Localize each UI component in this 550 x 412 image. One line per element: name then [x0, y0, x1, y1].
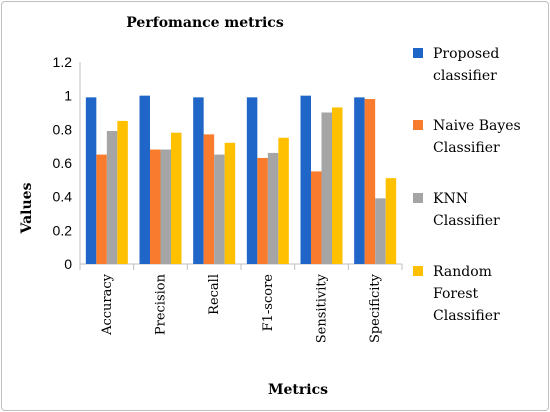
bar — [375, 198, 386, 264]
bar — [96, 154, 107, 264]
bar — [385, 178, 397, 264]
y-tick-label: 0 — [64, 256, 72, 272]
bar — [117, 120, 128, 265]
chart-title: Perfomance metrics — [126, 15, 284, 31]
bar — [300, 95, 311, 265]
bar — [364, 99, 376, 265]
legend-swatch — [413, 48, 423, 58]
y-tick-label: 0.2 — [53, 222, 73, 238]
bar — [85, 97, 97, 264]
y-tick-label: 0.8 — [53, 121, 73, 137]
y-tick-label: 0.4 — [53, 189, 73, 205]
bar — [171, 132, 182, 264]
legend-label: Random — [433, 264, 492, 280]
bar — [203, 134, 215, 264]
bar — [257, 157, 268, 264]
bar — [224, 142, 236, 264]
legend-swatch — [413, 193, 423, 203]
x-category-label: Recall — [207, 274, 222, 315]
legend-swatch — [413, 266, 423, 276]
bar — [214, 154, 225, 264]
x-category-label: Accuracy — [100, 273, 115, 336]
legend-label: Classifier — [433, 308, 500, 324]
legend-label: Classifier — [433, 140, 500, 156]
x-category-label: Sensitivity — [315, 273, 330, 343]
bar — [332, 107, 343, 264]
bar — [354, 97, 365, 264]
bar — [106, 131, 118, 264]
legend-label: Classifier — [433, 213, 500, 229]
legend-label: Proposed — [433, 46, 499, 62]
bar — [160, 149, 171, 264]
bar — [321, 112, 332, 264]
bar — [193, 97, 204, 264]
legend-label: classifier — [433, 68, 497, 84]
bar — [246, 97, 258, 264]
legend-label: Naive Bayes — [433, 118, 521, 134]
legend-label: Forest — [433, 286, 479, 302]
bar — [267, 152, 279, 264]
bar — [139, 95, 150, 265]
x-axis-title: Metrics — [268, 382, 328, 398]
legend-swatch — [413, 120, 423, 130]
bar — [150, 149, 161, 264]
x-category-label: F1-score — [261, 274, 276, 332]
legend-label: KNN — [433, 191, 468, 207]
bar — [311, 171, 322, 264]
x-category-label: Precision — [154, 273, 169, 335]
bar — [278, 137, 289, 264]
y-tick-label: 0.6 — [53, 155, 73, 171]
y-tick-label: 1 — [64, 88, 72, 104]
x-category-label: Specificity — [368, 273, 383, 343]
y-tick-label: 1.2 — [53, 54, 73, 70]
y-axis-title: Values — [19, 182, 35, 234]
